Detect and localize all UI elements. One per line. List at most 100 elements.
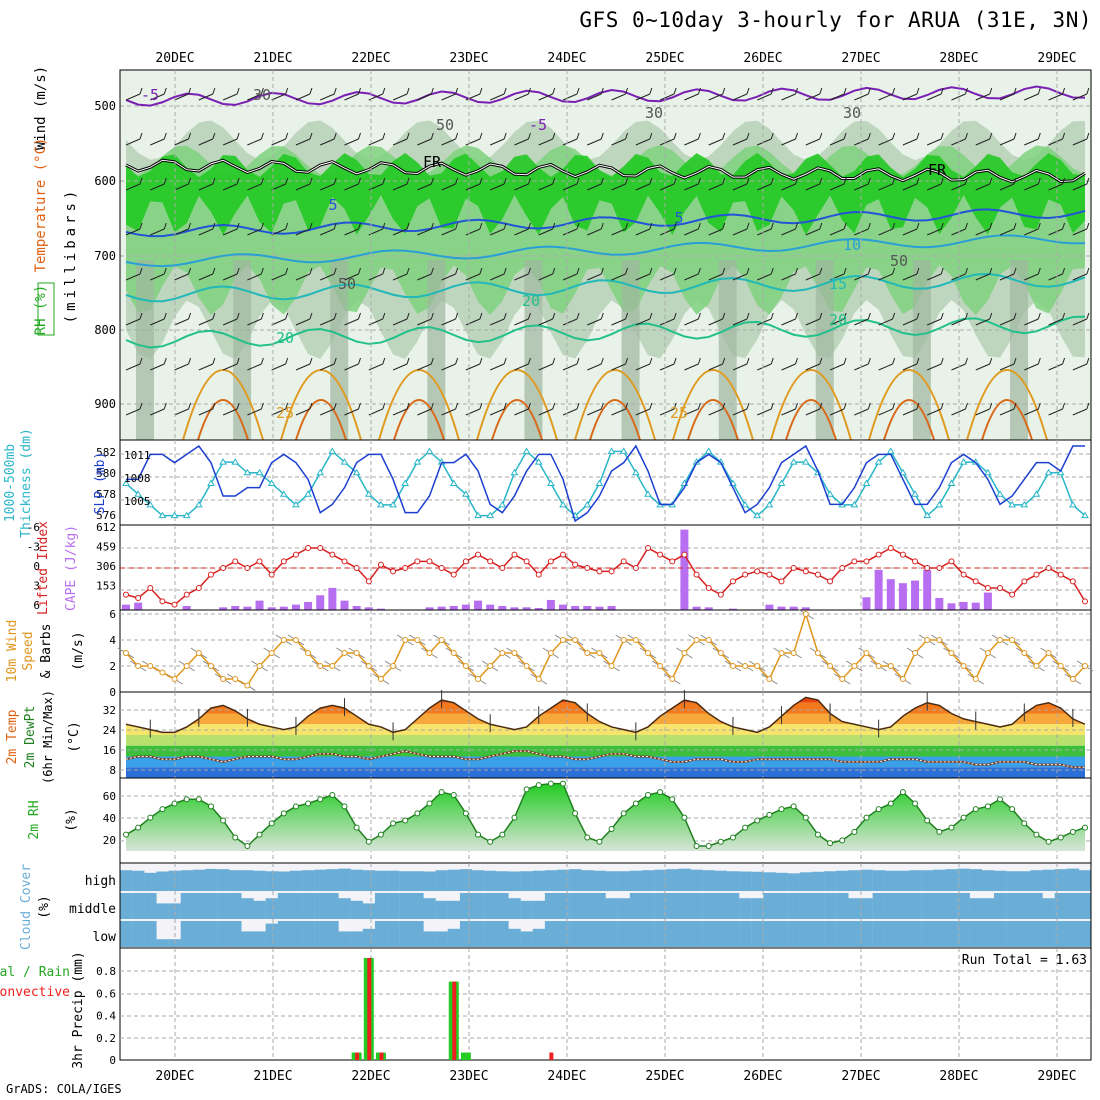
cloud-bar-low	[702, 921, 715, 947]
thickness-line-point	[243, 468, 252, 476]
wind10-speed-line-point	[814, 650, 821, 656]
cloud-bar-low	[520, 931, 533, 947]
wind-barb	[829, 273, 845, 281]
li-line-point	[547, 558, 554, 565]
wind-barb-flag	[236, 222, 240, 230]
thickness-line-point	[899, 468, 907, 476]
li-line-point	[754, 568, 761, 575]
cloud-bar-high	[265, 871, 278, 891]
temp2m-title-2: 2m DewPt	[23, 706, 38, 769]
wind-barb	[659, 363, 675, 371]
wind-barb-flag	[649, 312, 653, 320]
wind-barb-flag	[722, 312, 726, 320]
wind10-speed-line-point	[147, 663, 154, 669]
rh2m-line-point	[984, 803, 991, 810]
wind-barb	[222, 138, 238, 146]
cloud-bar-low	[641, 921, 655, 947]
cloud-bar-middle	[1006, 893, 1019, 919]
wind-barb	[781, 408, 796, 416]
wind-barb-flag	[430, 177, 434, 185]
rh2m-line-point	[365, 838, 372, 845]
wind-barb-flag	[260, 402, 264, 410]
wind-barb-flag	[430, 267, 434, 275]
li-line-point	[244, 565, 251, 571]
cloud-bar-high	[204, 868, 218, 891]
wind10-speed-line-point	[123, 650, 129, 656]
chart-title: GFS 0~10day 3-hourly for ARUA (31E, 3N)	[579, 8, 1092, 32]
rh2m-title-2: (%)	[64, 808, 79, 831]
wind-barb	[854, 93, 869, 101]
wind-barb-flag	[576, 132, 580, 140]
thickness-line-point	[1020, 500, 1029, 508]
wind-barb-flag	[382, 222, 386, 230]
wind-barb	[514, 138, 529, 146]
wind-barb	[854, 183, 869, 191]
wind-barb	[465, 273, 481, 281]
rh2m-line-point	[972, 806, 979, 813]
cloud-bar-middle	[229, 893, 242, 919]
wind-barb-flag	[892, 312, 896, 320]
cape-bar	[777, 606, 786, 610]
wind-barb	[829, 408, 845, 416]
wind-barb-flag	[746, 312, 750, 320]
cloud-bar-high	[848, 870, 861, 891]
slp-axis-title: SLP (mb)	[93, 452, 108, 515]
wind-barb-flag	[1037, 357, 1041, 365]
wind-barb	[732, 273, 748, 281]
wind-barb	[174, 228, 189, 236]
li-line-point	[596, 568, 603, 575]
wind-barb	[999, 138, 1015, 146]
footer-credit: GrADS: COLA/IGES	[6, 1082, 122, 1096]
thickness-line-point	[231, 458, 240, 465]
temp-contour-15	[125, 272, 1086, 303]
wind-barb	[514, 408, 529, 416]
wind-barb	[829, 183, 845, 191]
cape-bar	[935, 597, 944, 610]
wind10-speed-line-point	[341, 650, 348, 656]
wind-barb-flag	[770, 312, 774, 320]
wind10-speed-line-point	[766, 676, 773, 682]
wind-barb	[805, 408, 820, 416]
dewpt2m-line-dots	[125, 750, 1085, 768]
wind-barb	[975, 93, 990, 101]
li-line-point	[450, 571, 457, 578]
rh2m-line-point	[268, 820, 275, 827]
temp-bands	[126, 697, 1085, 778]
cloud-bar-low	[763, 921, 776, 947]
cloud-bar-middle	[387, 893, 400, 919]
wind-barb-flag	[819, 402, 823, 410]
wind-barb	[1072, 273, 1088, 281]
wind-barb	[417, 183, 432, 191]
wind-barb-flag	[795, 267, 798, 275]
precip-tick-0: 0	[109, 1054, 116, 1067]
temp-band-6	[126, 756, 1085, 768]
wind-barb	[902, 273, 918, 281]
rh2m-line-point	[814, 831, 821, 838]
cloud-bar-low	[435, 931, 448, 947]
wind-barb	[489, 228, 505, 236]
rh-column	[621, 260, 640, 440]
wind-barb	[271, 363, 286, 371]
thickness-line-point	[753, 511, 762, 519]
wind-barb	[489, 363, 505, 371]
wind-barb-flag	[964, 267, 968, 275]
wind-barb	[514, 228, 529, 236]
cloud-bar-low	[314, 921, 327, 947]
cloud-bar-middle	[641, 893, 655, 919]
cloud-bar-low	[617, 921, 631, 947]
wind-barb	[684, 318, 699, 326]
temp-contour-25-dome	[378, 369, 460, 441]
contour-label-11: 15	[829, 275, 847, 293]
wind-barb-flag	[406, 222, 410, 230]
wind-barb-flag	[163, 132, 167, 140]
wind-barb	[271, 273, 286, 281]
thickness-tick-578: 578	[96, 488, 116, 501]
li-line-point	[171, 601, 178, 608]
thickness-line-point	[886, 447, 895, 454]
wind-barb	[562, 273, 578, 281]
wind-barb-flag	[1013, 312, 1017, 320]
cloud-bar-low	[945, 921, 958, 947]
date-label-bottom-27dec: 27DEC	[841, 1069, 880, 1084]
cloud-bar-middle	[775, 893, 788, 919]
wind-barb	[538, 138, 553, 146]
